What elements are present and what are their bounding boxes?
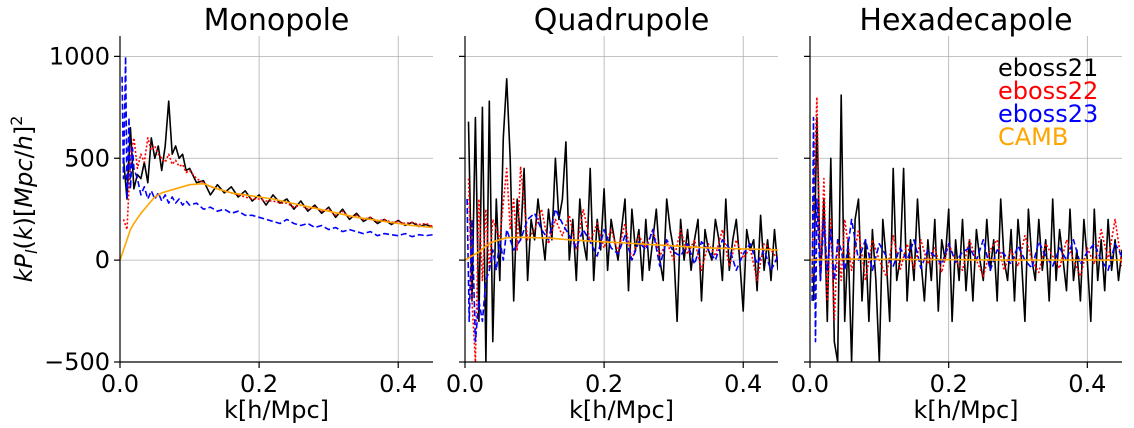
series-line-camb xyxy=(120,182,433,261)
x-axis-label: k[h/Mpc] xyxy=(224,396,329,424)
series-line-eboss22 xyxy=(122,137,433,231)
panel-title: Quadrupole xyxy=(534,3,710,38)
series-line-camb xyxy=(810,258,1122,261)
y-tick-label: −500 xyxy=(44,348,110,376)
series-group xyxy=(465,78,778,362)
legend-entry-camb: CAMB xyxy=(998,123,1068,151)
x-tick-label: 0.0 xyxy=(791,370,829,398)
series-line-eboss23 xyxy=(811,116,1122,343)
series-line-eboss22 xyxy=(811,96,1122,323)
x-tick-label: 0.4 xyxy=(724,370,762,398)
legend-entry-eboss21: eboss21 xyxy=(998,54,1098,82)
panel-hexadecapole: 0.0 0.2 0.4 k[h/Mpc] Hexadecapole xyxy=(791,3,1122,424)
x-tick-label: 0.2 xyxy=(930,370,968,398)
series-group xyxy=(120,55,433,261)
legend-entry-eboss23: eboss23 xyxy=(998,100,1098,128)
y-axis-label: kPl(k)[Mpc/h]2 xyxy=(7,116,41,283)
x-tick-label: 0.0 xyxy=(446,370,484,398)
panel-title: Monopole xyxy=(204,3,350,38)
legend-entry-eboss22: eboss22 xyxy=(998,77,1098,105)
series-line-eboss23 xyxy=(121,55,433,238)
x-tick-label: 0.4 xyxy=(379,370,417,398)
series-line-eboss21 xyxy=(122,100,433,229)
x-tick-label: 0.2 xyxy=(240,370,278,398)
panel-monopole: −500 0 500 1000 0.0 0.2 0.4 k[h/Mpc] Monopole xyxy=(44,3,433,424)
panel-title: Hexadecapole xyxy=(859,3,1072,38)
series-group xyxy=(810,94,1122,362)
x-axis-label: k[h/Mpc] xyxy=(569,396,674,424)
x-tick-label: 0.2 xyxy=(585,370,623,398)
x-axis-label: k[h/Mpc] xyxy=(913,396,1018,424)
y-tick-label: 1000 xyxy=(49,42,110,70)
panel-quadrupole: 0.0 0.2 0.4 k[h/Mpc] Quadrupole xyxy=(446,3,778,424)
y-tick-label: 500 xyxy=(64,144,110,172)
x-tick-label: 0.0 xyxy=(101,370,139,398)
series-line-camb xyxy=(465,236,778,261)
series-line-eboss21 xyxy=(812,94,1122,362)
series-line-eboss23 xyxy=(466,198,778,343)
x-tick-label: 0.4 xyxy=(1068,370,1106,398)
series-line-eboss22 xyxy=(467,165,778,362)
y-tick-label: 0 xyxy=(95,246,110,274)
series-line-eboss21 xyxy=(467,78,778,362)
